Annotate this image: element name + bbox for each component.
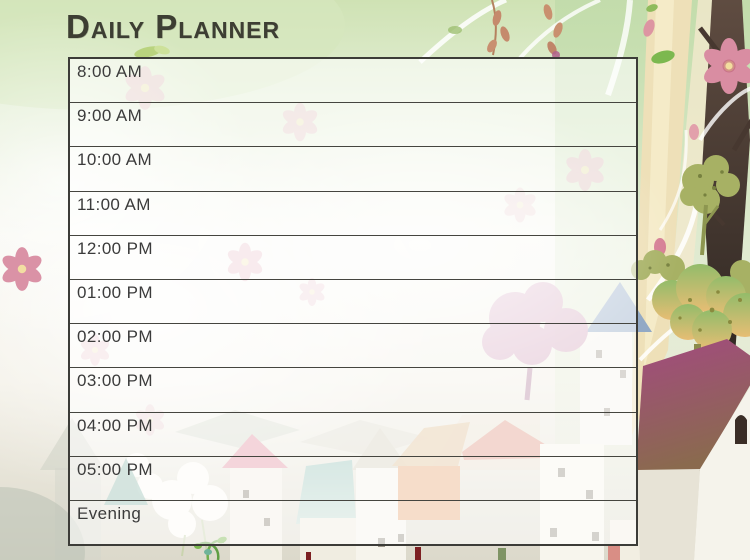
- time-slot-row[interactable]: 9:00 AM: [70, 102, 636, 147]
- house-window-icon: [735, 415, 747, 444]
- time-slot-label: 05:00 PM: [77, 459, 153, 479]
- time-slot-row[interactable]: Evening: [70, 499, 636, 545]
- time-slot-row[interactable]: 11:00 AM: [70, 190, 636, 235]
- time-slot-label: 9:00 AM: [77, 106, 143, 126]
- time-slot-label: 04:00 PM: [77, 415, 153, 435]
- time-slot-row[interactable]: 12:00 PM: [70, 234, 636, 279]
- pink-flower-icon: [700, 38, 750, 94]
- time-slot-label: 8:00 AM: [77, 62, 143, 81]
- time-slot-row[interactable]: 04:00 PM: [70, 411, 636, 456]
- time-slot-label: 01:00 PM: [77, 282, 153, 302]
- time-slot-label: 02:00 PM: [77, 327, 153, 347]
- sprout-leaf-icon: [134, 45, 170, 58]
- time-slot-label: 10:00 AM: [77, 150, 153, 170]
- time-slot-row[interactable]: 01:00 PM: [70, 278, 636, 324]
- time-slot-row[interactable]: 02:00 PM: [70, 323, 636, 368]
- time-slot-label: 11:00 AM: [77, 194, 151, 214]
- time-slot-label: 12:00 PM: [77, 238, 153, 258]
- time-slot-row[interactable]: 05:00 PM: [70, 455, 636, 500]
- time-slot-row[interactable]: 10:00 AM: [70, 146, 636, 191]
- time-slot-label: Evening: [77, 503, 142, 523]
- time-slot-row[interactable]: 03:00 PM: [70, 367, 636, 412]
- big-house-illustration: [636, 339, 750, 560]
- planner-table: 8:00 AM 9:00 AM 10:00 AM 11:00 AM 12:00 …: [68, 57, 638, 546]
- time-slot-row[interactable]: 8:00 AM: [70, 59, 636, 103]
- green-leaf-icon: [651, 50, 675, 64]
- time-slot-label: 03:00 PM: [77, 371, 153, 391]
- page-title: Daily Planner: [66, 8, 281, 45]
